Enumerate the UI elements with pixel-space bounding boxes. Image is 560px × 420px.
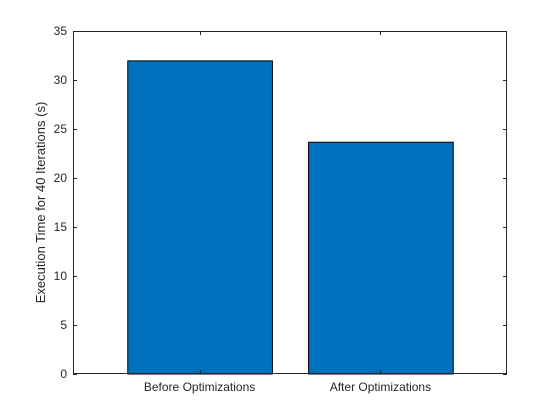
y-axis-label: Execution Time for 40 Iterations (s) bbox=[33, 102, 48, 304]
bar-after-optimizations bbox=[308, 141, 454, 375]
x-tick-label: After Optimizations bbox=[330, 380, 431, 394]
y-tick-label: 30 bbox=[54, 73, 68, 87]
y-tick-label: 15 bbox=[54, 220, 68, 234]
y-tick-label: 25 bbox=[54, 122, 68, 136]
y-tick-label: 5 bbox=[60, 318, 67, 332]
y-tick-label: 20 bbox=[54, 171, 68, 185]
bar-before-optimizations bbox=[127, 60, 273, 375]
y-tick-label: 35 bbox=[54, 24, 68, 38]
y-tick-label: 0 bbox=[60, 367, 67, 381]
tick-labels: 0 5 10 15 20 25 30 35 Before Optimizations After … bbox=[54, 24, 431, 394]
x-tick-label: Before Optimizations bbox=[144, 380, 255, 394]
axes-box bbox=[73, 31, 507, 374]
bars bbox=[127, 60, 454, 375]
y-tick-label: 10 bbox=[54, 269, 68, 283]
